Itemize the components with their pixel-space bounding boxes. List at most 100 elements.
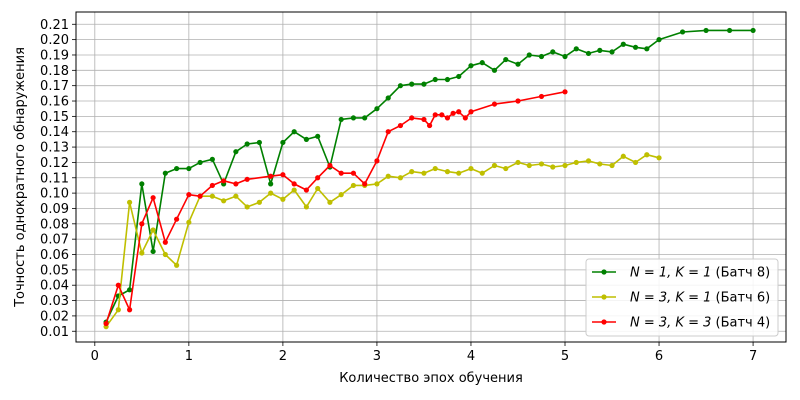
y-tick-label: 0.11 <box>40 171 69 186</box>
y-tick-label: 0.18 <box>40 64 69 79</box>
plot-frame <box>75 11 787 343</box>
data-point <box>174 216 180 222</box>
data-point <box>479 170 485 176</box>
y-tick-label: 0.21 <box>40 18 69 33</box>
data-point <box>526 52 532 58</box>
data-point <box>362 115 368 121</box>
legend-params: N = 1, K = 1 <box>630 266 711 281</box>
data-point <box>585 158 592 164</box>
data-point <box>150 248 156 255</box>
data-point <box>385 95 391 101</box>
data-point <box>526 162 532 169</box>
legend-box <box>585 258 779 337</box>
data-point <box>115 282 121 288</box>
data-point <box>233 193 239 199</box>
data-point <box>538 93 545 100</box>
y-tick-label: 0.03 <box>40 294 69 309</box>
data-point <box>585 50 592 57</box>
data-point <box>338 170 344 176</box>
y-axis-label: Точность однократного обнаружения <box>13 47 28 308</box>
data-point <box>609 49 615 55</box>
data-point <box>186 165 192 172</box>
y-tick-label: 0.20 <box>40 33 69 48</box>
data-point <box>432 112 438 118</box>
legend-entry: N = 3, K = 3 (Батч 4) <box>592 316 770 331</box>
data-point <box>221 198 227 204</box>
data-point <box>256 199 262 205</box>
data-point <box>432 165 438 172</box>
y-tick-label: 0.16 <box>40 95 69 110</box>
data-point <box>573 159 579 166</box>
data-point <box>538 53 545 60</box>
legend: N = 1, K = 1 (Батч 8) N = 3, K = 1 (Батч … <box>585 258 779 337</box>
legend-entry: N = 1, K = 1 (Батч 8) <box>592 266 770 281</box>
data-point <box>620 153 626 159</box>
data-point <box>268 181 274 187</box>
data-point <box>644 46 650 52</box>
data-point <box>127 307 133 313</box>
data-point <box>127 287 133 293</box>
data-point <box>515 61 521 67</box>
data-point <box>573 46 579 52</box>
data-point <box>550 164 556 170</box>
data-point <box>291 129 297 135</box>
data-point <box>397 83 404 89</box>
data-point <box>291 187 297 193</box>
data-point <box>197 159 203 166</box>
y-tick-label: 0.04 <box>40 279 69 294</box>
data-point <box>444 76 451 83</box>
y-tick-label: 0.05 <box>40 263 69 278</box>
data-point <box>209 156 215 162</box>
y-tick-label: 0.19 <box>40 48 69 63</box>
data-point <box>679 29 686 35</box>
data-point <box>115 307 121 313</box>
data-point <box>515 159 521 166</box>
data-point <box>315 175 321 181</box>
data-point <box>209 193 215 199</box>
data-point <box>620 41 626 47</box>
data-point <box>456 109 462 115</box>
data-point <box>450 110 456 116</box>
y-tick-label: 0.08 <box>40 217 69 232</box>
data-point <box>362 181 368 187</box>
y-tick-label: 0.09 <box>40 202 69 217</box>
y-tick-label: 0.02 <box>40 309 69 324</box>
y-tick-label: 0.14 <box>40 125 69 140</box>
data-point <box>291 181 297 187</box>
data-point <box>150 227 156 233</box>
data-point <box>303 136 309 142</box>
legend-entry: N = 3, K = 1 (Батч 6) <box>592 291 770 306</box>
data-point <box>656 155 662 161</box>
data-point <box>174 262 180 268</box>
data-point <box>127 199 133 205</box>
legend-params: N = 3, K = 3 <box>630 316 711 331</box>
legend-label: N = 3, K = 1 (Батч 6) <box>630 291 770 306</box>
data-point <box>562 53 568 60</box>
data-point <box>468 165 474 172</box>
data-point <box>644 152 650 158</box>
legend-marker <box>601 319 607 325</box>
data-point <box>397 175 404 181</box>
data-point <box>315 133 321 139</box>
data-point <box>350 182 357 189</box>
data-point <box>280 196 286 202</box>
data-point <box>244 176 250 182</box>
data-point <box>479 60 485 66</box>
data-point <box>421 81 427 87</box>
data-point <box>597 47 603 53</box>
data-point <box>197 193 203 199</box>
data-point <box>538 161 545 167</box>
data-point <box>491 101 498 107</box>
data-point <box>162 239 168 245</box>
data-point <box>139 250 145 256</box>
y-tick-label: 0.15 <box>40 110 69 125</box>
data-point <box>609 162 615 169</box>
axis-ticks: 0 1 2 3 4 5 6 7 0.010.020.030.040.050.060.070.08… <box>40 18 757 364</box>
data-point <box>491 162 498 169</box>
legend-params: N = 3, K = 1 <box>630 291 711 306</box>
x-axis-label: Количество эпох обучения <box>339 371 523 386</box>
y-tick-label: 0.06 <box>40 248 69 263</box>
data-point <box>315 185 321 192</box>
legend-batch: (Батч 4) <box>711 316 770 331</box>
